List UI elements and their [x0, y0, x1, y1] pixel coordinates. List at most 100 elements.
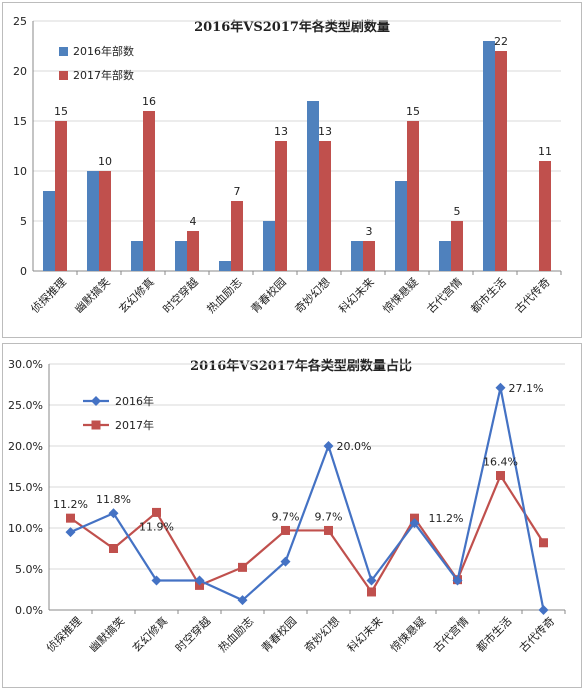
legend-label: 2016年 [115, 394, 154, 408]
bar-2017 [363, 241, 375, 271]
y-tick-label: 15 [13, 115, 27, 128]
point-2016 [323, 441, 334, 451]
data-label: 5 [454, 205, 461, 218]
legend-swatch [59, 71, 68, 80]
data-label: 9.7% [272, 510, 300, 523]
x-tick-label: 科幻未来 [336, 275, 377, 316]
point-2016 [194, 575, 205, 586]
bar-2016 [395, 181, 407, 271]
bar-2017 [231, 201, 243, 271]
x-tick-label: 古代宫情 [430, 614, 471, 655]
x-tick-label: 都市生活 [468, 275, 509, 316]
bar-2017 [407, 121, 419, 271]
x-tick-label: 惊悚悬疑 [387, 614, 428, 655]
x-tick-label: 科幻未来 [344, 614, 385, 655]
y-tick-label: 25.0% [8, 399, 43, 412]
x-tick-label: 奇妙幻想 [301, 614, 342, 655]
point-2017 [496, 471, 505, 481]
x-tick-label: 都市生活 [473, 614, 514, 655]
legend-marker [91, 396, 101, 406]
bar-2017 [143, 111, 155, 271]
point-2016 [237, 595, 248, 606]
y-tick-label: 10 [13, 165, 27, 178]
x-tick-label: 玄幻修真 [129, 614, 170, 655]
bar-2017 [55, 121, 67, 271]
x-tick-label: 时空穿越 [160, 275, 201, 316]
x-tick-label: 古代传奇 [512, 276, 552, 316]
x-tick-label: 玄幻修真 [116, 275, 157, 316]
bar-2017 [275, 141, 287, 271]
data-label: 11.9% [139, 520, 174, 533]
data-label: 13 [274, 125, 288, 138]
data-label: 11.2% [53, 498, 88, 511]
chart-title: 2016年VS2017年各类型剧数量占比 [190, 358, 412, 374]
bar-2016 [439, 241, 451, 271]
bar-2016 [307, 101, 319, 271]
y-tick-label: 0 [20, 265, 27, 278]
series-line-2017 [69, 473, 545, 595]
data-label: 15 [406, 105, 420, 118]
line-chart: 2016年VS2017年各类型剧数量占比 0.0% 5.0% 10.0% 15.0% 20… [8, 358, 566, 655]
point-2017 [152, 507, 161, 517]
line-chart-panel: 2016年VS2017年各类型剧数量占比 0.0% 5.0% 10.0% 15.0% 20… [2, 343, 582, 688]
bar-chart-panel: 2016年VS2017年各类型剧数量 0 5 10 15 20 25 15 侦探推理 10 幽默搞笑… [2, 2, 582, 338]
series-line-2016 [70, 387, 545, 611]
y-tick-label: 20.0% [8, 440, 43, 453]
data-label: 27.1% [509, 382, 544, 395]
y-tick-label: 5 [20, 215, 27, 228]
data-label: 15 [54, 105, 68, 118]
point-2017 [281, 525, 290, 535]
y-tick-label: 25 [13, 15, 27, 28]
point-2017 [324, 525, 333, 535]
y-tick-label: 15.0% [8, 481, 43, 494]
point-2016 [151, 575, 162, 586]
data-label: 13 [318, 125, 332, 138]
data-label: 3 [366, 225, 373, 238]
x-tick-label: 幽默搞笑 [86, 614, 127, 655]
point-2016 [366, 575, 377, 586]
x-tick-label: 惊悚悬疑 [380, 275, 421, 316]
data-label: 16.4% [483, 456, 518, 469]
bar-2016 [483, 41, 495, 271]
legend-label: 2017年部数 [73, 68, 134, 82]
bar-chart: 2016年VS2017年各类型剧数量 0 5 10 15 20 25 15 侦探推理 10 幽默搞笑… [13, 15, 562, 316]
y-tick-label: 0.0% [15, 604, 43, 617]
x-tick-label: 奇妙幻想 [292, 275, 333, 316]
y-tick-label: 20 [13, 65, 27, 78]
y-tick-label: 30.0% [8, 358, 43, 371]
legend-label: 2017年 [115, 418, 154, 432]
bar-2017 [187, 231, 199, 271]
point-2017 [66, 513, 75, 523]
bar-2017 [99, 171, 111, 271]
x-tick-label: 热血励志 [215, 614, 256, 655]
legend-marker [91, 420, 101, 430]
point-2017 [367, 587, 376, 597]
bar-2016 [351, 241, 363, 271]
legend-swatch [59, 47, 68, 56]
x-tick-label: 青春校园 [258, 614, 299, 655]
y-tick-label: 10.0% [8, 522, 43, 535]
point-2017 [109, 544, 118, 553]
x-tick-label: 时空穿越 [172, 614, 213, 655]
point-2017 [238, 562, 247, 572]
data-label: 4 [190, 215, 197, 228]
x-tick-label: 古代宫情 [424, 275, 465, 316]
x-tick-label: 侦探推理 [28, 275, 69, 316]
data-label: 22 [494, 35, 508, 48]
data-label: 20.0% [337, 440, 372, 453]
bar-2016 [263, 221, 275, 271]
point-2016 [409, 518, 420, 529]
bar-2016 [131, 241, 143, 271]
legend-label: 2016年部数 [73, 44, 134, 58]
bar-2017 [495, 51, 507, 271]
point-2016 [538, 605, 549, 615]
point-2017 [539, 538, 548, 548]
point-2016 [65, 527, 76, 538]
data-label: 16 [142, 95, 156, 108]
data-label: 10 [98, 155, 112, 168]
data-label: 11.8% [96, 493, 131, 506]
data-label: 11.2% [429, 512, 464, 525]
bar-2017 [539, 161, 551, 271]
x-tick-label: 热血励志 [204, 275, 245, 316]
point-2016 [280, 556, 291, 567]
